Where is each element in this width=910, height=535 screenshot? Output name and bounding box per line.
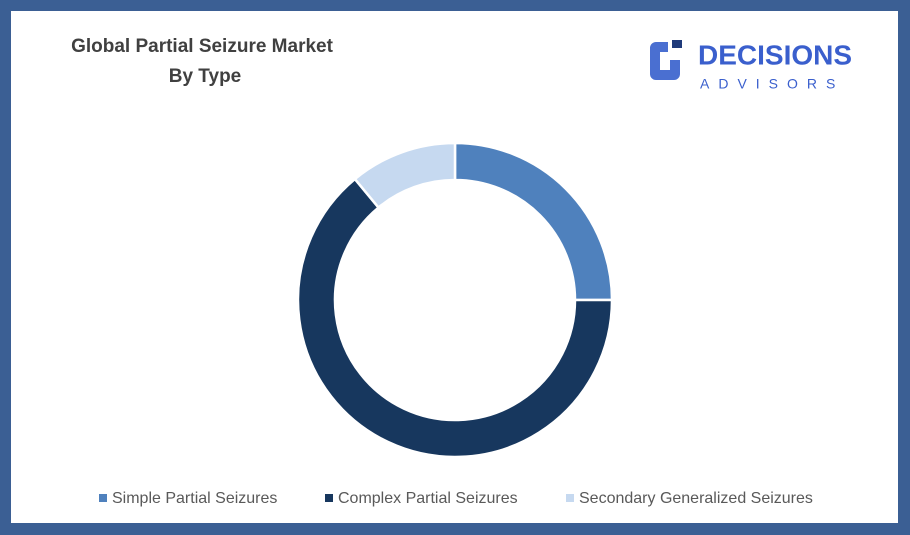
logo-mark [650, 42, 680, 80]
donut-segment [296, 177, 614, 459]
legend-label: Secondary Generalized Seizures [579, 490, 813, 507]
brand-tagline: ADVISORS [700, 76, 844, 92]
legend-label: Simple Partial Seizures [112, 490, 277, 507]
chart-subtitle: By Type [169, 66, 242, 87]
legend-swatch [325, 494, 333, 502]
brand-name: DECISIONS [698, 39, 852, 70]
legend-label: Complex Partial Seizures [338, 490, 518, 507]
logo-mark [672, 40, 682, 48]
legend-swatch [99, 494, 107, 502]
chart-title: Global Partial Seizure Market [71, 36, 334, 57]
logo: DECISIONS ADVISORS [650, 39, 852, 92]
donut-segment [353, 141, 457, 210]
legend-swatch [566, 494, 574, 502]
